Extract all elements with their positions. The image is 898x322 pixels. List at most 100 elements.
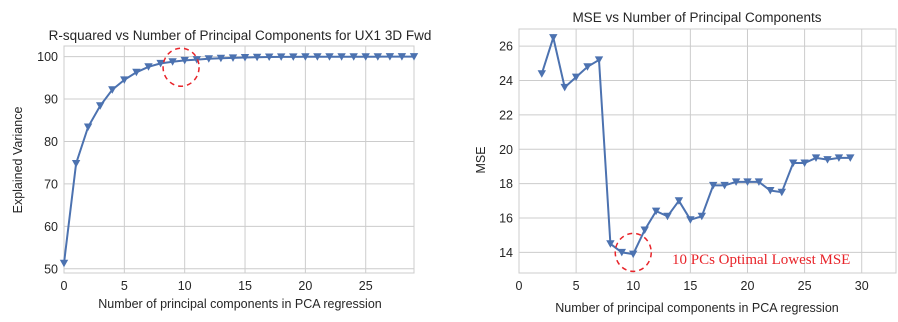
data-point-marker xyxy=(192,56,201,64)
y-tick-label: 90 xyxy=(44,93,58,107)
data-point-marker xyxy=(132,68,141,77)
y-tick-label: 70 xyxy=(44,177,58,191)
data-point-marker xyxy=(846,154,855,162)
data-point-marker xyxy=(583,63,592,71)
optimal-annotation: 10 PCs Optimal Lowest MSE xyxy=(672,252,850,268)
data-point-marker xyxy=(709,181,718,190)
x-axis-label: Number of principal components in PCA re… xyxy=(555,301,839,315)
data-point-marker xyxy=(409,53,419,61)
mse-chart: MSE vs Number of Principal Components 0 5… xyxy=(474,10,897,315)
x-tick-label: 0 xyxy=(516,279,523,293)
data-point-marker xyxy=(777,188,786,197)
data-point-marker xyxy=(686,216,695,224)
data-point-marker xyxy=(571,73,581,82)
x-tick-label: 10 xyxy=(178,279,192,293)
data-point-marker xyxy=(674,197,684,205)
y-tick-label: 26 xyxy=(499,40,513,54)
data-point-marker xyxy=(789,159,798,167)
data-point-marker xyxy=(289,53,298,61)
explained-variance-markers xyxy=(59,53,419,268)
data-point-marker xyxy=(301,53,310,61)
data-point-marker xyxy=(743,178,752,186)
data-point-marker xyxy=(663,212,672,221)
y-tick-label: 22 xyxy=(499,108,513,122)
data-point-marker xyxy=(594,56,604,64)
data-point-marker xyxy=(156,59,165,68)
y-tick-label: 14 xyxy=(499,246,513,260)
data-point-marker xyxy=(325,53,334,61)
y-tick-label: 50 xyxy=(44,262,58,276)
data-point-marker xyxy=(640,226,649,234)
data-point-marker xyxy=(606,240,615,248)
y-tick-label: 18 xyxy=(499,177,513,191)
data-point-marker xyxy=(385,53,395,61)
data-point-marker xyxy=(228,54,238,62)
data-point-marker xyxy=(754,178,764,186)
y-tick-label: 24 xyxy=(499,74,513,88)
plot-area xyxy=(63,45,415,274)
chart-title: MSE vs Number of Principal Components xyxy=(572,10,821,25)
y-tick-label: 100 xyxy=(37,50,58,64)
data-point-marker xyxy=(823,156,832,164)
data-point-marker xyxy=(83,123,93,131)
y-axis-label: Explained Variance xyxy=(11,107,25,214)
data-point-marker xyxy=(240,54,250,62)
data-point-marker xyxy=(265,53,274,61)
explained-variance-line xyxy=(63,55,414,264)
data-point-marker xyxy=(537,70,546,78)
data-point-marker xyxy=(834,154,844,162)
data-point-marker xyxy=(71,160,81,168)
data-point-marker xyxy=(252,53,262,62)
highlight-circle xyxy=(614,232,652,273)
data-point-marker xyxy=(617,248,626,257)
x-tick-label: 30 xyxy=(855,279,869,293)
data-point-marker xyxy=(720,181,729,190)
data-point-marker xyxy=(800,159,809,167)
data-point-marker xyxy=(766,187,775,195)
data-point-marker xyxy=(397,53,407,61)
gridlines xyxy=(63,46,414,273)
data-point-marker xyxy=(697,212,706,221)
y-tick-label: 16 xyxy=(499,212,513,226)
x-tick-label: 20 xyxy=(741,279,755,293)
data-point-marker xyxy=(337,53,346,61)
data-point-marker xyxy=(108,86,117,94)
plot-area xyxy=(518,28,897,274)
data-point-marker xyxy=(549,34,558,42)
x-tick-label: 15 xyxy=(238,279,252,293)
mse-line xyxy=(540,33,851,256)
data-point-marker xyxy=(651,207,661,216)
data-point-marker xyxy=(349,53,358,61)
x-tick-label: 25 xyxy=(359,279,373,293)
data-point-marker xyxy=(313,53,322,61)
data-point-marker xyxy=(180,56,189,65)
x-tick-label: 15 xyxy=(683,279,697,293)
data-point-marker xyxy=(204,55,213,63)
x-tick-label: 5 xyxy=(121,279,128,293)
mse-markers xyxy=(537,34,855,259)
y-tick-label: 20 xyxy=(499,143,513,157)
data-point-marker xyxy=(277,53,286,61)
highlight-circle xyxy=(162,47,200,87)
r-squared-chart: R-squared vs Number of Principal Compone… xyxy=(11,28,431,311)
x-tick-label: 0 xyxy=(61,279,68,293)
data-point-marker xyxy=(59,259,69,268)
data-point-marker xyxy=(361,53,370,61)
chart-title: R-squared vs Number of Principal Compone… xyxy=(49,28,432,43)
data-point-marker xyxy=(168,58,177,66)
x-tick-label: 25 xyxy=(798,279,812,293)
data-point-marker xyxy=(120,76,129,84)
tick-labels: 0 5 10 15 20 25 50 60 70 80 90 100 xyxy=(37,50,373,293)
tick-labels: 0 5 10 15 20 25 30 14 16 18 20 22 24 26 xyxy=(499,40,869,293)
x-tick-label: 10 xyxy=(626,279,640,293)
x-tick-label: 20 xyxy=(298,279,312,293)
data-point-marker xyxy=(216,54,226,63)
data-point-marker xyxy=(96,102,105,110)
y-tick-label: 60 xyxy=(44,220,58,234)
data-point-marker xyxy=(811,154,821,162)
data-point-marker xyxy=(731,178,741,186)
x-axis-label: Number of principal components in PCA re… xyxy=(98,297,382,311)
data-point-marker xyxy=(560,83,569,92)
data-point-marker xyxy=(373,53,382,61)
